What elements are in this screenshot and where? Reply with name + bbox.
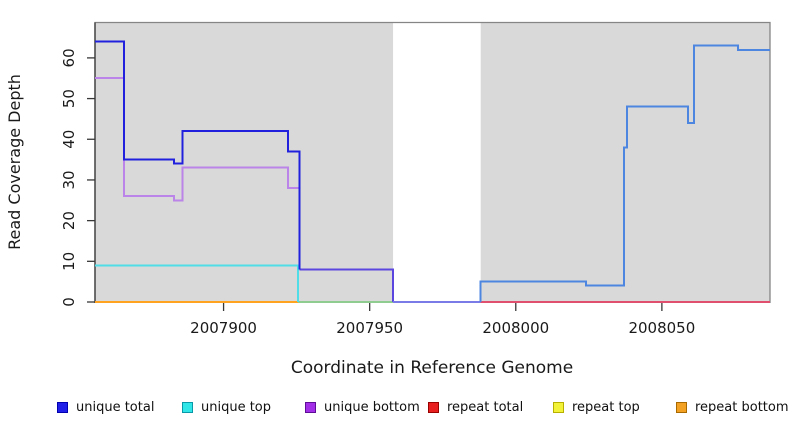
x-tick-label: 2008000: [482, 319, 549, 337]
legend-item-unique-top: unique top: [182, 399, 272, 415]
chart-legend: unique total unique top unique bottom repea…: [0, 394, 792, 424]
y-tick-label: 60: [60, 48, 78, 67]
series-unique-total-left: [95, 40, 301, 270]
legend-label: unique total: [76, 399, 155, 415]
series-unique-total-right: [479, 44, 770, 302]
series-unique-total-mid: [299, 268, 395, 302]
legend-label: repeat bottom: [695, 399, 789, 415]
series-unique-top: [95, 264, 300, 302]
x-tick-label: 2007950: [336, 319, 403, 337]
legend-swatch-unique-bottom: [305, 401, 316, 413]
x-axis-label: Coordinate in Reference Genome: [291, 358, 573, 378]
legend-swatch-unique-top: [182, 401, 193, 413]
y-tick-label: 50: [60, 89, 78, 108]
legend-label: unique bottom: [324, 399, 420, 415]
y-tick-label: 40: [60, 130, 78, 149]
x-tick-label: 2007900: [190, 319, 257, 337]
legend-label: unique top: [201, 399, 272, 415]
y-tick-label: 10: [60, 252, 78, 271]
masked-no-data-region: [393, 22, 481, 303]
legend-item-repeat-bottom: repeat bottom: [676, 399, 789, 415]
legend-item-repeat-total: repeat total: [428, 399, 524, 415]
y-axis-label: Read Coverage Depth: [5, 74, 24, 250]
legend-item-unique-bottom: unique bottom: [305, 399, 420, 415]
y-tick-label: 20: [60, 211, 78, 230]
y-tick-label: 30: [60, 170, 78, 189]
y-tick-label: 0: [60, 297, 78, 307]
legend-item-repeat-top: repeat top: [553, 399, 640, 415]
legend-swatch-unique-total: [57, 401, 68, 413]
plot-layers: 2007900 2007950 2008000 2008050 0 10 20 30 40 50 6…: [60, 21, 771, 337]
legend-swatch-repeat-top: [553, 401, 564, 413]
legend-label: repeat total: [447, 399, 524, 415]
read-coverage-chart: 2007900 2007950 2008000 2008050 0 10 20 30 40 50 6…: [5, 21, 771, 378]
x-tick-label: 2008050: [628, 319, 695, 337]
legend-item-unique-total: unique total: [57, 399, 155, 415]
legend-swatch-repeat-total: [428, 401, 439, 413]
legend-swatch-repeat-bottom: [676, 401, 687, 413]
legend-label: repeat top: [572, 399, 640, 415]
